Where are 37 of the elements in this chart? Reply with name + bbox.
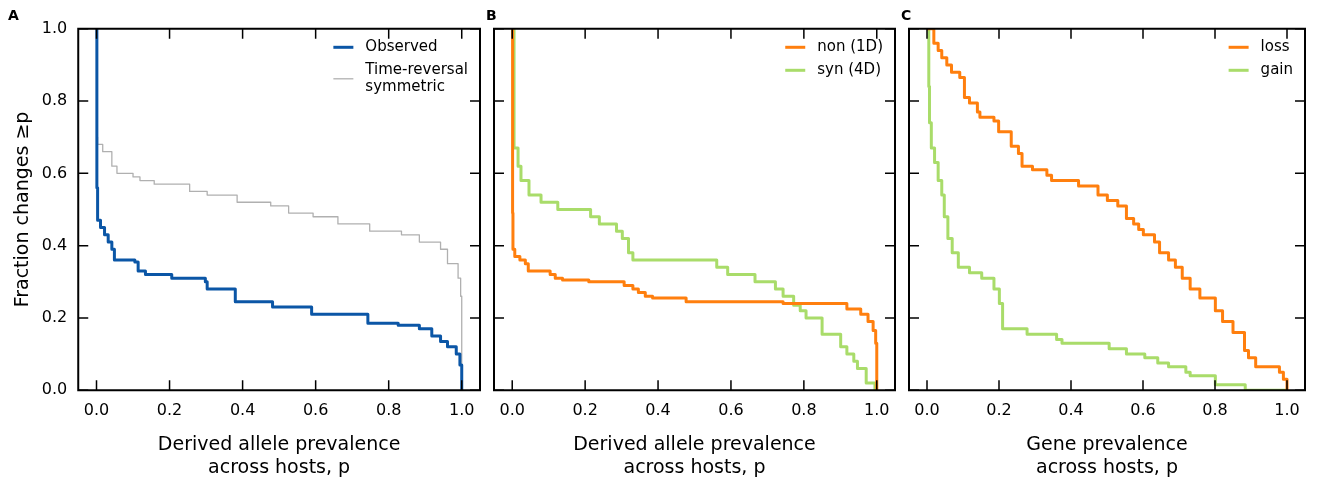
x-tick-label: 0.0 [83, 399, 110, 419]
y-tick-label: 0.0 [41, 379, 68, 399]
x-axis-title: Derived allele prevalence across hosts, p [573, 431, 816, 477]
chart-title: C [901, 7, 912, 24]
x-tick-label: 1.0 [449, 399, 475, 419]
x-tick-label: 0.2 [986, 399, 1012, 419]
x-tick-label: 0.2 [156, 399, 183, 419]
legend-label: syn (4D) [817, 60, 882, 79]
legend-label: Observed [365, 37, 438, 56]
x-tick-label: 0.0 [499, 399, 525, 419]
x-tick-label: 0.6 [302, 399, 329, 419]
y-tick-label: 0.2 [41, 307, 68, 327]
x-tick-label: 0.4 [1058, 399, 1084, 419]
y-tick-label: 0.6 [41, 162, 68, 182]
x-tick-label: 0.6 [718, 399, 744, 419]
x-tick-label: 0.2 [572, 399, 598, 419]
legend-label: non (1D) [817, 37, 884, 56]
y-tick-label: 0.8 [41, 90, 68, 110]
y-tick-label: 0.4 [41, 234, 68, 254]
x-tick-label: 0.8 [375, 399, 402, 419]
x-axis-title: Gene prevalence across hosts, p [1026, 431, 1188, 477]
x-tick-label: 0.4 [645, 399, 671, 419]
chart-title: B [486, 7, 497, 24]
x-tick-label: 0.0 [914, 399, 940, 419]
x-tick-label: 0.8 [791, 399, 817, 419]
legend-label: Time-reversal symmetric [364, 60, 469, 96]
chart-title: A [8, 7, 19, 24]
x-tick-label: 0.6 [1130, 399, 1156, 419]
legend-label: loss [1260, 37, 1290, 56]
x-tick-label: 1.0 [864, 399, 890, 419]
x-axis-title: Derived allele prevalence across hosts, p [157, 431, 401, 477]
y-tick-label: 1.0 [41, 17, 68, 37]
x-tick-label: 0.8 [1202, 399, 1228, 419]
x-tick-label: 0.4 [229, 399, 256, 419]
legend-label: gain [1260, 60, 1293, 79]
x-tick-label: 1.0 [1274, 399, 1300, 419]
y-axis-title: Fraction changes ≥p [10, 111, 33, 308]
